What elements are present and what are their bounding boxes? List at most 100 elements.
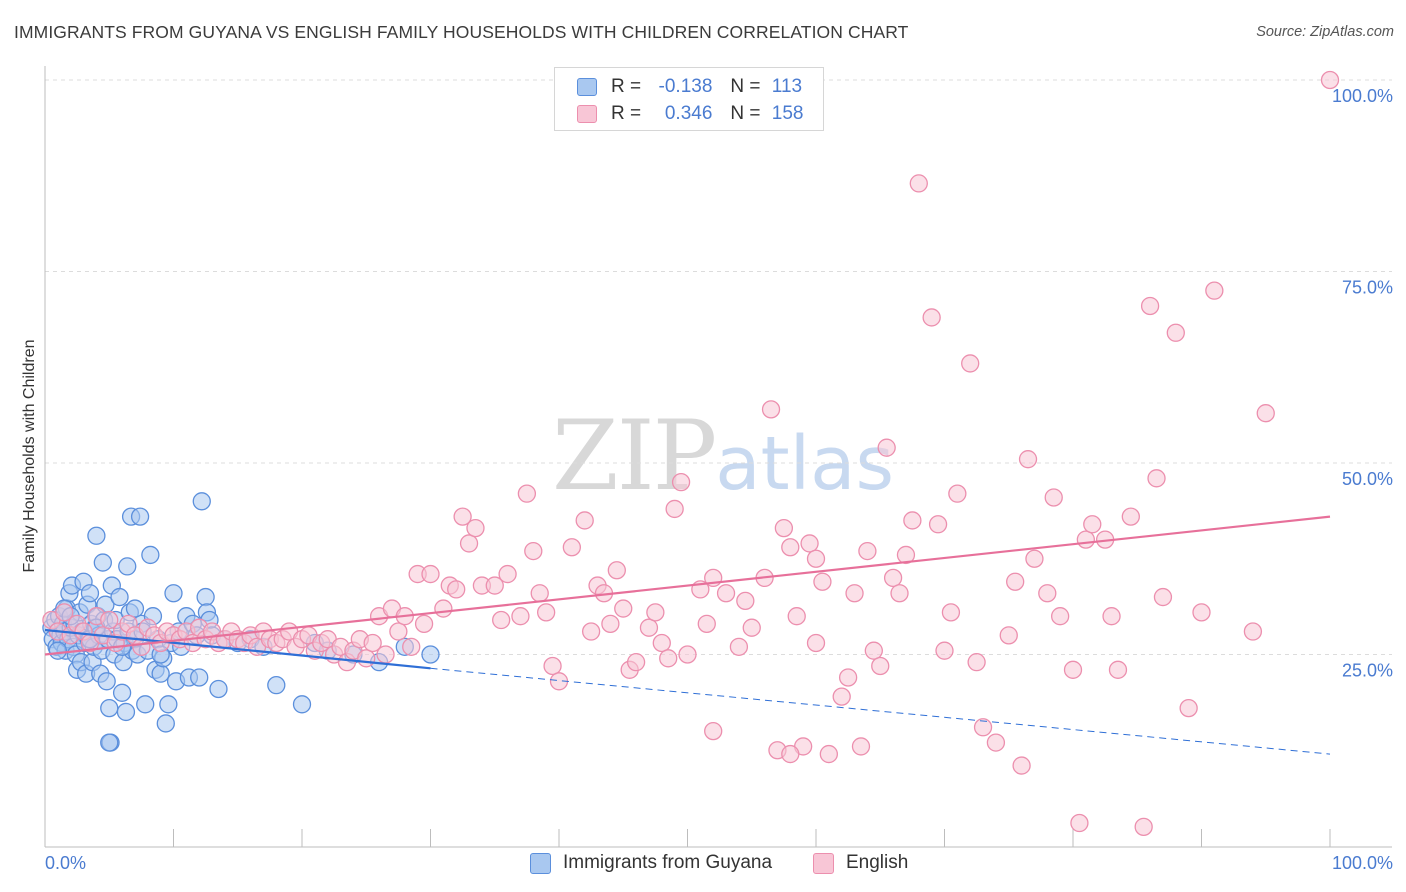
data-point-english (537, 603, 556, 622)
data-point-english (1134, 817, 1153, 836)
data-point-english (402, 637, 421, 656)
legend-r-label: R = (611, 103, 642, 124)
data-point-english (1320, 70, 1340, 90)
legend-n-label: N = (730, 103, 761, 124)
data-point-guyana (164, 584, 183, 603)
data-point-guyana (292, 695, 312, 714)
legend-r-label: R = (611, 76, 642, 97)
data-point-english (524, 541, 543, 561)
data-point-english (434, 599, 453, 618)
tick-labels: 25.0% 50.0% 75.0% 100.0% 0.0% 100.0% Family Ho… (21, 86, 1393, 873)
trend-line-guyana (44, 628, 431, 670)
data-point-english (832, 687, 851, 706)
data-point-english (800, 534, 819, 553)
data-point-english (581, 622, 601, 641)
data-point-english (1140, 296, 1160, 316)
watermark: ZIPatlas (552, 400, 894, 512)
data-point-english (1006, 572, 1025, 591)
source-label: Source: ZipAtlas.com (1256, 24, 1394, 40)
data-point-english (1044, 488, 1063, 507)
data-point-english (1121, 507, 1140, 526)
data-point-guyana (100, 698, 119, 718)
data-point-english (1108, 660, 1128, 679)
data-point-english (851, 737, 871, 756)
data-point-english (485, 576, 504, 595)
data-point-english (1166, 323, 1185, 342)
data-point-english (492, 610, 511, 630)
data-point-english (1243, 622, 1263, 641)
data-point-english (601, 614, 620, 634)
y-tick-label: 100.0% (1332, 86, 1393, 106)
data-point-english (1051, 607, 1070, 626)
data-point-guyana (125, 599, 145, 618)
data-point-english (858, 541, 877, 561)
data-point-guyana (130, 507, 150, 526)
data-point-english (530, 584, 549, 603)
bottom-legend-english[interactable]: English (813, 852, 908, 874)
data-point-english (941, 603, 961, 622)
data-point-english (389, 622, 408, 641)
x-tick-label: 100.0% (1332, 853, 1393, 873)
data-point-guyana (156, 714, 175, 733)
data-point-english (614, 599, 633, 618)
data-point-english (459, 534, 479, 553)
data-point-guyana (209, 679, 228, 699)
bottom-legend-swatch-pink (813, 852, 834, 874)
data-point-english (1179, 698, 1198, 718)
legend-n-value: 158 (771, 103, 804, 124)
data-point-english (659, 649, 678, 668)
data-point-english (890, 584, 909, 603)
data-point-english (607, 561, 626, 580)
trend-lines (44, 515, 1331, 755)
data-point-guyana (110, 587, 129, 607)
y-tick-label: 50.0% (1342, 469, 1393, 489)
data-point-english (1153, 587, 1173, 607)
data-point-english (543, 656, 562, 676)
data-point-english (132, 637, 151, 656)
legend-row-english: R = 0.346 N = 158 (577, 103, 803, 125)
data-point-english (1102, 607, 1121, 626)
data-point-english (871, 656, 890, 676)
data-point-guyana (190, 668, 209, 687)
data-point-english (781, 744, 800, 764)
data-point-english (999, 626, 1018, 645)
x-tick-label: 0.0% (45, 853, 86, 873)
data-point-guyana (116, 702, 136, 722)
data-point-english (1076, 530, 1095, 549)
data-point-english (1025, 549, 1044, 568)
data-point-english (736, 591, 755, 611)
data-point-english (671, 472, 691, 492)
data-point-guyana (97, 672, 116, 691)
bottom-legend-guyana[interactable]: Immigrants from Guyana (530, 852, 772, 874)
data-point-english (1038, 584, 1057, 603)
data-point-english (363, 633, 382, 653)
data-point-english (1147, 469, 1166, 488)
data-point-english (845, 584, 864, 603)
data-point-english (806, 633, 826, 653)
data-point-english (447, 580, 466, 599)
data-point-english (761, 400, 781, 419)
y-tick-label: 75.0% (1342, 278, 1393, 298)
bottom-legend-label: English (846, 852, 909, 873)
data-point-english (376, 645, 395, 664)
data-point-english (877, 438, 896, 457)
trend-line-english (44, 515, 1331, 656)
legend-n-label: N = (730, 76, 761, 97)
data-point-english (646, 603, 665, 622)
legend-swatch-pink (577, 105, 597, 123)
data-point-english (729, 637, 749, 656)
data-point-guyana (80, 584, 100, 603)
data-point-english (1018, 450, 1038, 469)
data-point-english (1205, 281, 1224, 300)
data-point-english (357, 649, 376, 668)
data-point-english (909, 174, 928, 193)
series-english-points (42, 70, 1340, 836)
legend-swatch-blue (577, 78, 597, 96)
data-point-english (806, 549, 826, 568)
data-point-english (466, 518, 485, 538)
data-point-english (935, 641, 954, 660)
data-point-english (498, 564, 517, 584)
data-point-english (639, 618, 659, 637)
data-point-english (787, 607, 806, 626)
